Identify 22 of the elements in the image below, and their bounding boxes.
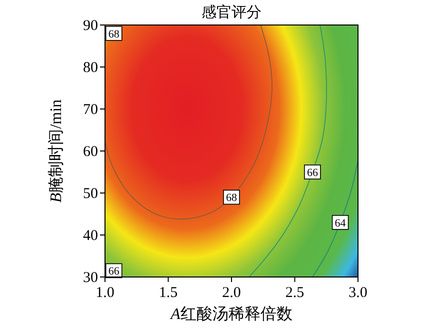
y-tick-label: 60 [83, 144, 98, 160]
x-tick-label: 3.0 [348, 285, 368, 301]
y-tick-label: 70 [83, 102, 98, 118]
y-tick-label: 90 [83, 18, 98, 34]
x-tick-label: 1.5 [158, 285, 178, 301]
y-tick-label: 50 [83, 186, 98, 202]
x-tick-label: 1.0 [96, 285, 114, 301]
x-axis-title: A红酸汤稀释倍数 [170, 305, 292, 323]
annotation: 68 [108, 28, 120, 40]
line-series [105, 25, 272, 220]
y-axis-title: B腌制时间/min [47, 99, 65, 203]
x-tick-label: 2.5 [285, 285, 304, 301]
x-tick-label: 2.0 [222, 285, 241, 301]
chart-title: 感官评分 [202, 4, 262, 21]
annotation: 66 [108, 266, 120, 278]
y-tick-label: 30 [83, 270, 98, 286]
y-tick-label: 80 [83, 60, 98, 76]
annotation: 66 [306, 167, 318, 179]
y-tick-label: 40 [83, 228, 98, 244]
annotation: 68 [226, 192, 238, 204]
annotation: 64 [334, 217, 346, 230]
line-series [248, 25, 327, 277]
